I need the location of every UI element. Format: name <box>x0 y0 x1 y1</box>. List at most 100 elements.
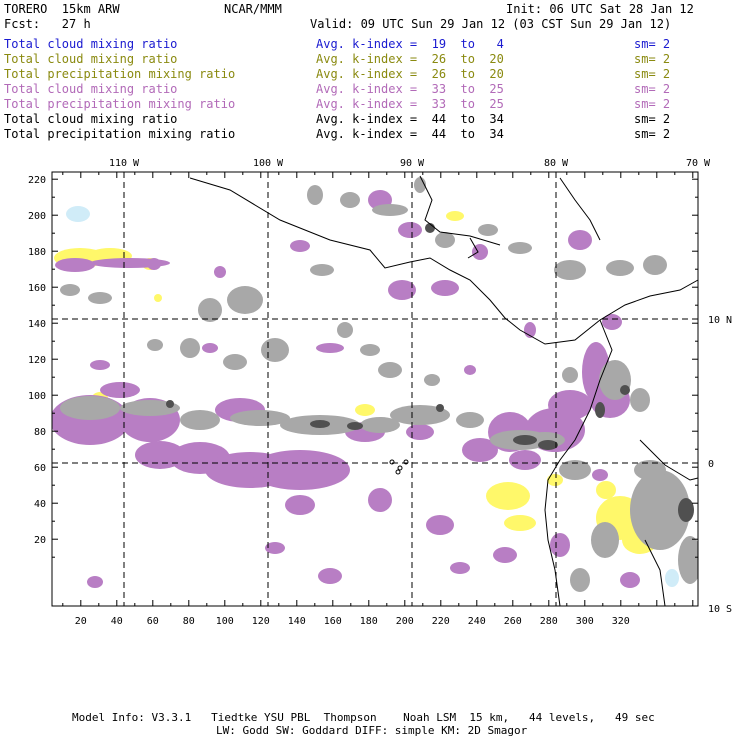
field-blob <box>355 404 375 416</box>
field-blob <box>390 405 450 425</box>
field-blob <box>360 417 400 433</box>
field-blob <box>55 258 95 272</box>
field-blob <box>318 568 342 584</box>
field-blob <box>591 522 619 558</box>
field-blob <box>388 280 416 300</box>
field-blob <box>368 488 392 512</box>
coastline <box>189 177 699 345</box>
x-tick-label: 120 <box>252 616 270 627</box>
field-blob <box>462 438 498 462</box>
field-blob <box>180 410 220 430</box>
legend-field: Total precipitation mixing ratio <box>4 97 236 111</box>
field-blob <box>620 385 630 395</box>
y-tick-label: 40 <box>34 499 46 510</box>
field-blob <box>147 258 161 270</box>
field-blob <box>493 547 517 563</box>
legend-sm: sm= 2 <box>634 97 671 111</box>
field-blob <box>436 404 444 412</box>
legend-kindex: Avg. k-index = 19 to 4 <box>316 37 504 51</box>
grid-lines <box>52 172 698 606</box>
field-blob <box>227 286 263 314</box>
field-blob <box>250 450 350 490</box>
legend-field: Total cloud mixing ratio <box>4 112 178 126</box>
y-tick-label: 80 <box>34 427 46 438</box>
field-blob <box>337 322 353 338</box>
field-blob <box>562 367 578 383</box>
legend-sm: sm= 2 <box>634 127 671 141</box>
field-blob <box>678 536 698 584</box>
x-tick-label: 80 <box>183 616 195 627</box>
legend-field: Total precipitation mixing ratio <box>4 67 236 81</box>
y-tick-label: 160 <box>28 283 46 294</box>
y-tick-label: 140 <box>28 319 46 330</box>
legend-sm: sm= 2 <box>634 112 671 126</box>
field-blob <box>202 343 218 353</box>
field-blob <box>310 420 330 428</box>
field-blob <box>478 224 498 236</box>
longitude-label: 80 W <box>544 158 569 169</box>
coastline <box>467 237 479 259</box>
field-blob <box>378 362 402 378</box>
field-blob <box>620 572 640 588</box>
field-blob <box>538 440 558 450</box>
field-blob <box>360 344 380 356</box>
field-blob <box>310 264 334 276</box>
field-blob <box>446 211 464 221</box>
legend-kindex: Avg. k-index = 33 to 25 <box>316 97 504 111</box>
field-blob <box>456 412 484 428</box>
y-tick-label: 20 <box>34 535 46 546</box>
field-blob <box>509 450 541 470</box>
x-tick-label: 20 <box>75 616 87 627</box>
field-blob <box>372 204 408 216</box>
x-tick-label: 200 <box>396 616 414 627</box>
footer-model-info: Model Info: V3.3.1 Tiedtke YSU PBL Thomp… <box>72 711 655 724</box>
field-blob <box>135 441 185 469</box>
map-frame <box>51 171 699 607</box>
field-blob <box>261 338 289 362</box>
field-blob <box>424 374 440 386</box>
longitude-label: 100 W <box>253 158 284 169</box>
field-blob <box>547 474 563 486</box>
y-tick-label: 220 <box>28 175 46 186</box>
field-blob <box>568 230 592 250</box>
field-blob <box>665 569 679 587</box>
legend-field: Total cloud mixing ratio <box>4 37 178 51</box>
y-tick-label: 200 <box>28 211 46 222</box>
legend-field: Total precipitation mixing ratio <box>4 127 236 141</box>
field-blob <box>592 469 608 481</box>
legend-field: Total cloud mixing ratio <box>4 52 178 66</box>
field-blob <box>406 424 434 440</box>
legend-kindex: Avg. k-index = 26 to 20 <box>316 67 504 81</box>
legend-kindex: Avg. k-index = 44 to 34 <box>316 112 504 126</box>
field-blob <box>90 360 110 370</box>
field-blob <box>595 402 605 418</box>
footer-physics-info: LW: Godd SW: Goddard DIFF: simple KM: 2D… <box>216 724 528 737</box>
coastline <box>559 177 601 241</box>
field-blob <box>88 292 112 304</box>
x-tick-label: 220 <box>432 616 450 627</box>
longitude-label: 90 W <box>400 158 425 169</box>
field-blob <box>230 410 290 426</box>
field-blob <box>630 388 650 412</box>
field-layer <box>52 177 698 592</box>
longitude-label: 70 W <box>686 158 711 169</box>
island <box>397 465 403 471</box>
field-blob <box>180 338 200 358</box>
field-blob <box>316 343 344 353</box>
latitude-label: 10 S <box>708 604 732 615</box>
field-blob <box>340 192 360 208</box>
field-blob <box>450 562 470 574</box>
coastline <box>639 439 699 481</box>
frame-border <box>51 171 699 607</box>
field-blob <box>630 470 690 550</box>
x-tick-label: 300 <box>576 616 594 627</box>
legend-sm: sm= 2 <box>634 82 671 96</box>
field-blob <box>154 294 162 302</box>
valid-time: Valid: 09 UTC Sun 29 Jan 12 (03 CST Sun … <box>310 17 672 31</box>
field-blob <box>678 498 694 522</box>
legend-sm: sm= 2 <box>634 67 671 81</box>
field-blob <box>634 460 666 480</box>
field-blob <box>486 482 530 510</box>
field-blob <box>559 460 591 480</box>
